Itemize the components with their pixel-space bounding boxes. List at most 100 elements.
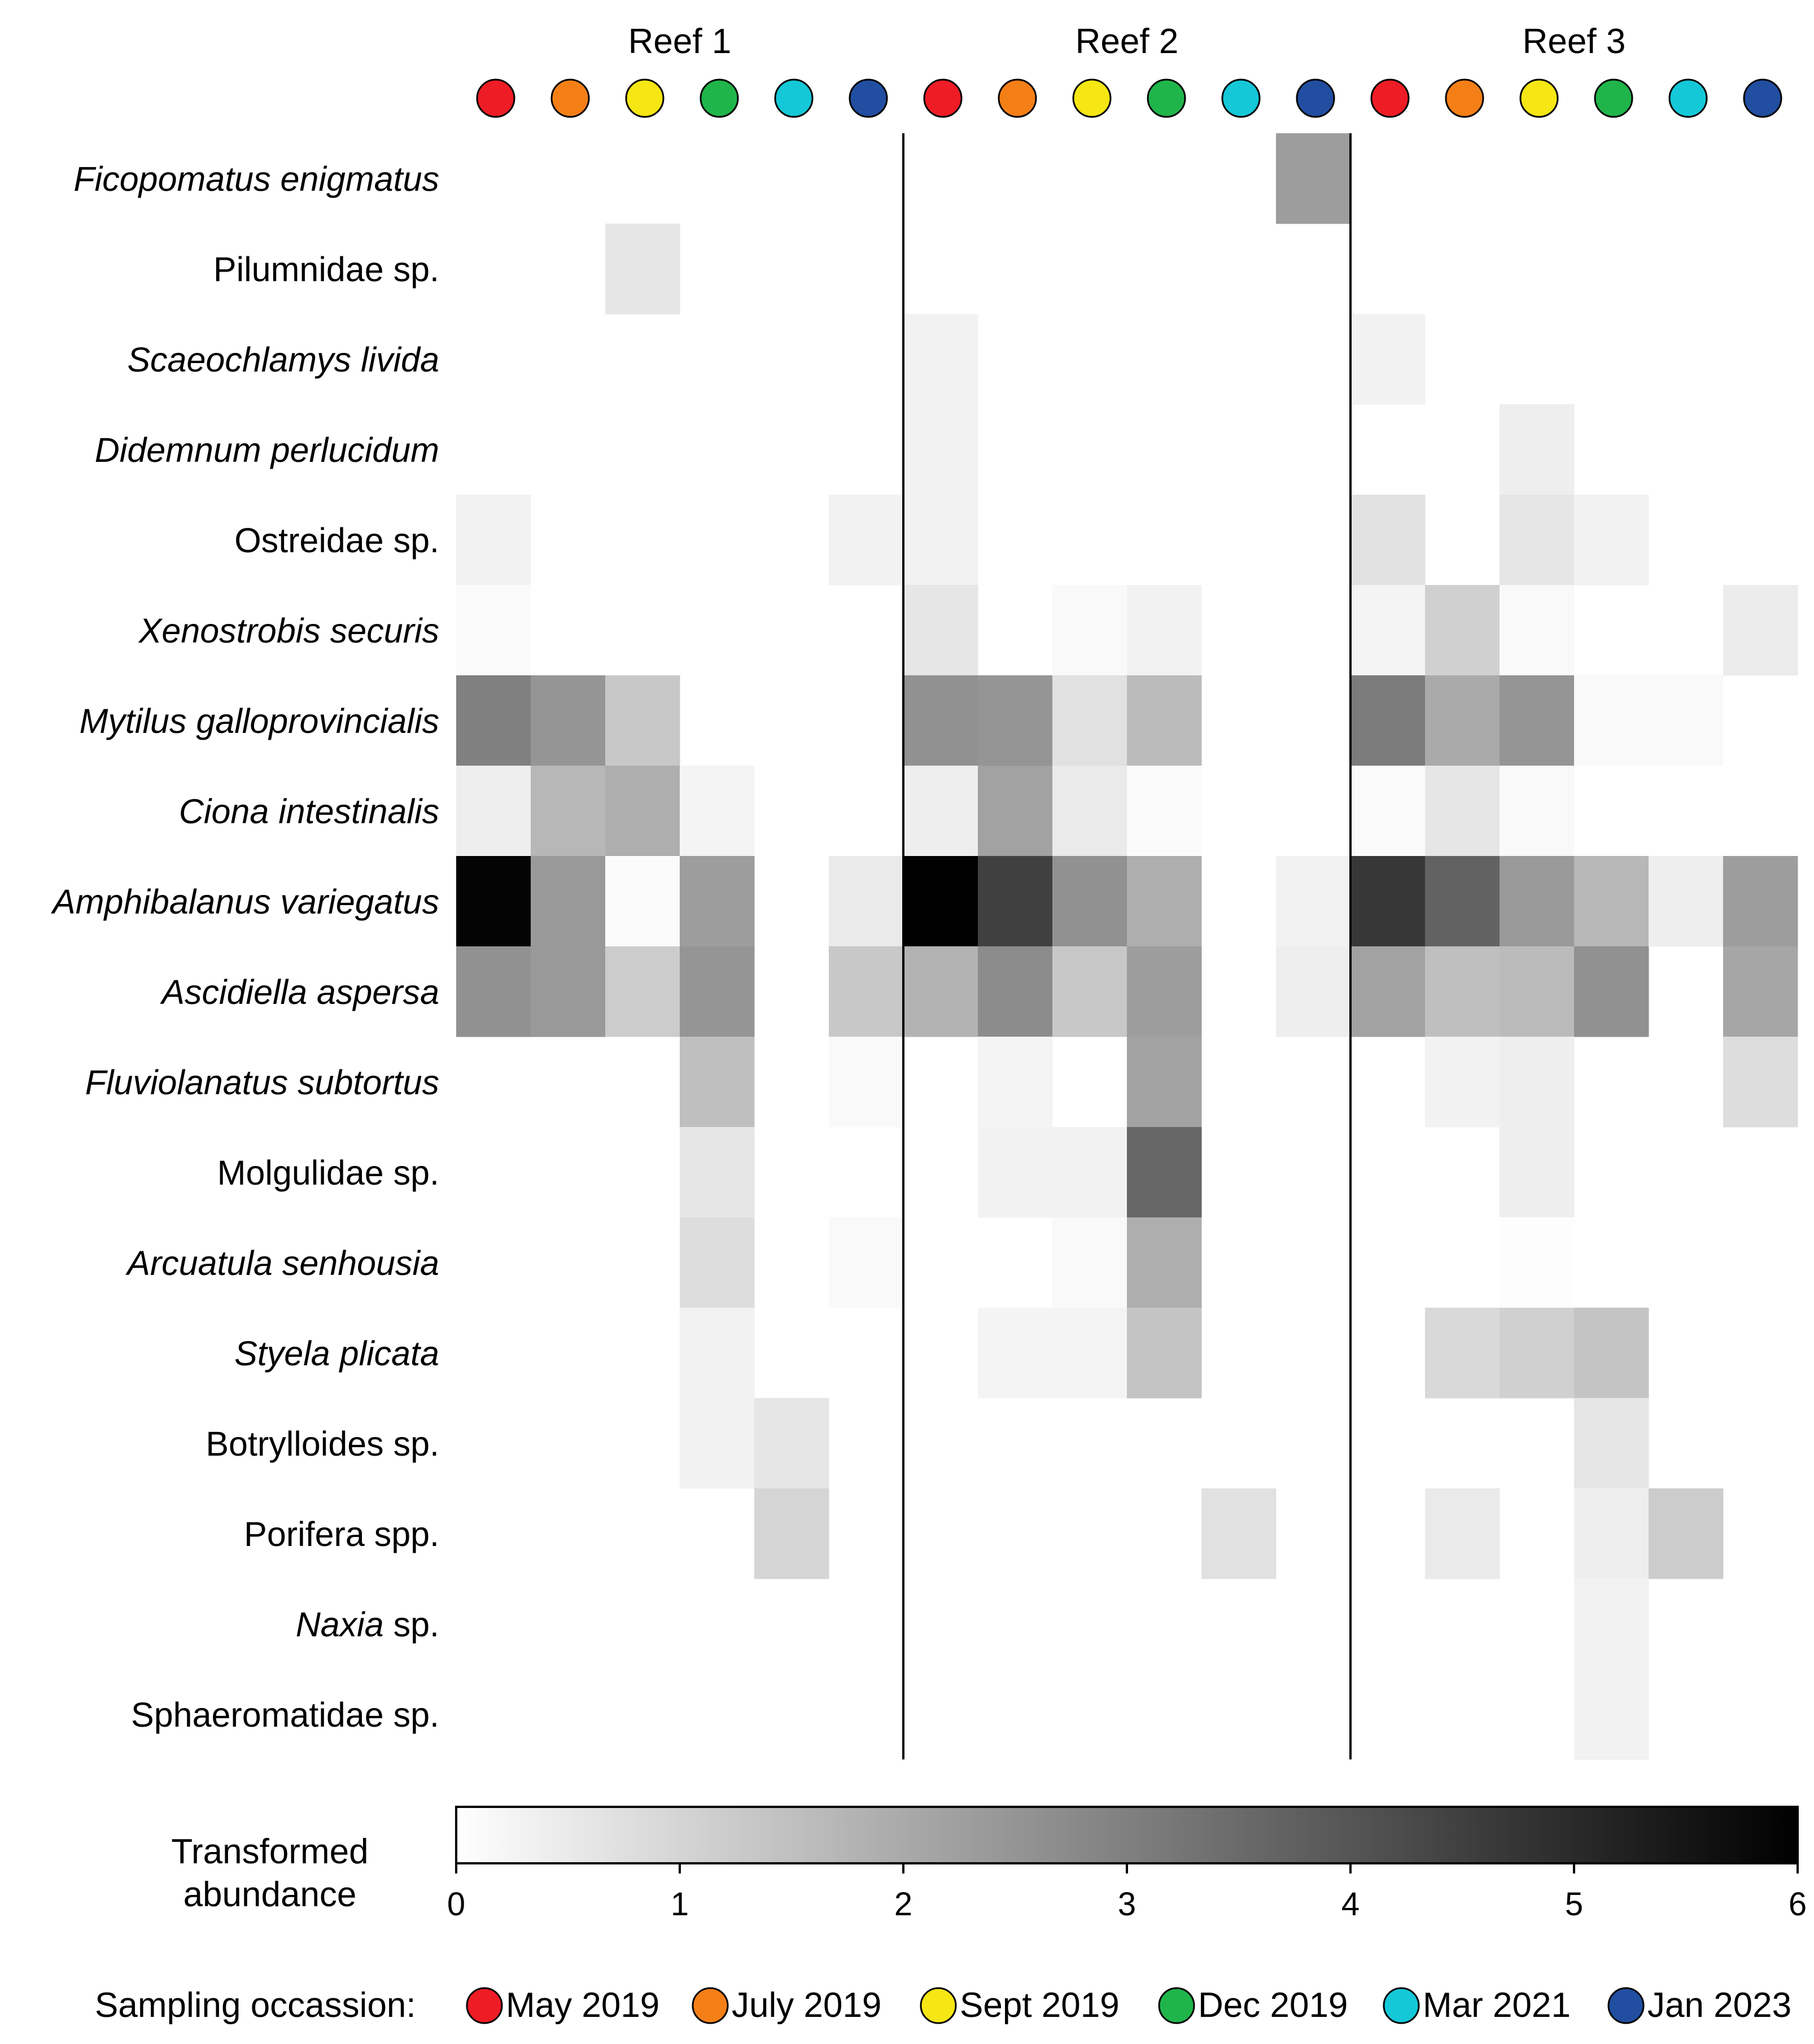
legend-entry: Jan 2023: [1647, 1986, 1791, 2025]
species-label: Botrylloides sp.: [206, 1425, 439, 1463]
heatmap-cell: [754, 1488, 829, 1579]
heatmap-cell: [1350, 766, 1426, 857]
heatmap-cell: [456, 585, 531, 676]
heatmap-cell: [1574, 1308, 1649, 1399]
heatmap-cell: [903, 946, 978, 1037]
heatmap-cell: [680, 1127, 755, 1218]
occasion-marker: [774, 78, 814, 118]
heatmap-cell: [978, 766, 1053, 857]
species-label: Amphibalanus variegatus: [50, 883, 439, 921]
heatmap-cell: [754, 1398, 829, 1489]
heatmap-cell: [1425, 1488, 1500, 1579]
colorbar-gradient: [455, 1806, 1799, 1864]
heatmap-cell: [1425, 856, 1500, 947]
heatmap-cell: [456, 946, 531, 1037]
heatmap-cell: [903, 404, 978, 495]
heatmap-cell: [978, 946, 1053, 1037]
heatmap-cell: [1500, 675, 1575, 766]
heatmap-cell: [605, 946, 680, 1037]
heatmap-cell: [1052, 675, 1127, 766]
occasion-marker: [1519, 78, 1559, 118]
heatmap-cell: [680, 1037, 755, 1128]
reef-dividers: [902, 133, 1352, 1759]
species-labels: Ficopomatus enigmatus Pilumnidae sp. Scaeo…: [50, 160, 439, 1734]
heatmap-cell: [680, 856, 755, 947]
legend-swatch: [920, 1987, 957, 2024]
heatmap-cell: [978, 1127, 1053, 1218]
heatmap-cell: [829, 1217, 904, 1308]
heatmap-cell: [978, 1308, 1053, 1399]
occasion-marker: [1445, 78, 1484, 118]
heatmap-cell: [1052, 1217, 1127, 1308]
heatmap-cell: [1500, 495, 1575, 586]
heatmap-cell: [1723, 946, 1798, 1037]
heatmap-cell: [680, 1398, 755, 1489]
heatmap-cell: [1723, 585, 1798, 676]
occasion-markers: [476, 78, 1782, 118]
heatmap-cell: [1276, 946, 1351, 1037]
heatmap-cell: [1350, 856, 1426, 947]
reef-label: Reef 3: [1523, 22, 1626, 61]
species-label: Mytilus galloprovincialis: [80, 702, 439, 740]
heatmap-cell: [1201, 1488, 1277, 1579]
heatmap-cell: [978, 1037, 1053, 1128]
legend-title: Sampling occassion:: [95, 1986, 416, 2025]
legend-items: May 2019 July 2019 Sept 2019 Dec 2019 Mar 20…: [466, 1986, 1791, 2025]
heatmap-cell: [1052, 585, 1127, 676]
reef-label: Reef 1: [628, 22, 732, 61]
heatmap-cell: [1276, 133, 1351, 224]
colorbar-tick-label: 5: [1565, 1886, 1583, 1923]
heatmap-cell: [1574, 675, 1649, 766]
heatmap-cells: [456, 133, 1798, 1760]
occasion-marker: [923, 78, 963, 118]
heatmap-cell: [1500, 1308, 1575, 1399]
reef-label: Reef 2: [1076, 22, 1179, 61]
heatmap-cell: [1425, 1037, 1500, 1128]
heatmap-cell: [1350, 314, 1426, 405]
colorbar-tick-label: 6: [1789, 1886, 1807, 1923]
heatmap-cell: [605, 856, 680, 947]
heatmap-cell: [1127, 946, 1202, 1037]
occasion-marker: [849, 78, 888, 118]
heatmap-cell: [1127, 1217, 1202, 1308]
heatmap-cell: [1500, 585, 1575, 676]
heatmap-cell: [1127, 766, 1202, 857]
heatmap-cell: [1574, 946, 1649, 1037]
heatmap-cell: [1500, 1217, 1575, 1308]
species-label: Ficopomatus enigmatus: [73, 160, 439, 198]
legend-entry: Sept 2019: [960, 1986, 1120, 2025]
heatmap-cell: [1574, 1669, 1649, 1760]
occasion-marker: [1594, 78, 1633, 118]
heatmap-cell: [605, 675, 680, 766]
occasion-marker: [1743, 78, 1782, 118]
heatmap-cell: [1052, 1127, 1127, 1218]
heatmap-cell: [1425, 585, 1500, 676]
heatmap-cell: [1425, 766, 1500, 857]
heatmap-cell: [1127, 1127, 1202, 1218]
legend-entry: May 2019: [506, 1986, 659, 2025]
heatmap-cell: [680, 766, 755, 857]
species-label: Ascidiella aspersa: [159, 973, 439, 1011]
legend-entry: Dec 2019: [1198, 1986, 1348, 2025]
heatmap-cell: [829, 946, 904, 1037]
heatmap-cell: [1500, 766, 1575, 857]
occasion-marker: [998, 78, 1037, 118]
heatmap-cell: [456, 766, 531, 857]
heatmap-cell: [605, 766, 680, 857]
legend-swatch: [692, 1987, 729, 2024]
heatmap-cell: [1500, 1037, 1575, 1128]
heatmap-cell: [1350, 946, 1426, 1037]
occasion-marker: [1072, 78, 1112, 118]
heatmap-cell: [680, 1217, 755, 1308]
heatmap-cell: [1425, 946, 1500, 1037]
heatmap-cell: [456, 856, 531, 947]
heatmap-cell: [1350, 675, 1426, 766]
occasion-marker: [1147, 78, 1186, 118]
heatmap-cell: [1425, 1308, 1500, 1399]
heatmap-cell: [531, 675, 606, 766]
heatmap-cell: [1723, 856, 1798, 947]
heatmap-cell: [1500, 1127, 1575, 1218]
colorbar-tick-label: 1: [671, 1886, 689, 1923]
colorbar-tick-label: 4: [1341, 1886, 1360, 1923]
heatmap-cell: [903, 495, 978, 586]
